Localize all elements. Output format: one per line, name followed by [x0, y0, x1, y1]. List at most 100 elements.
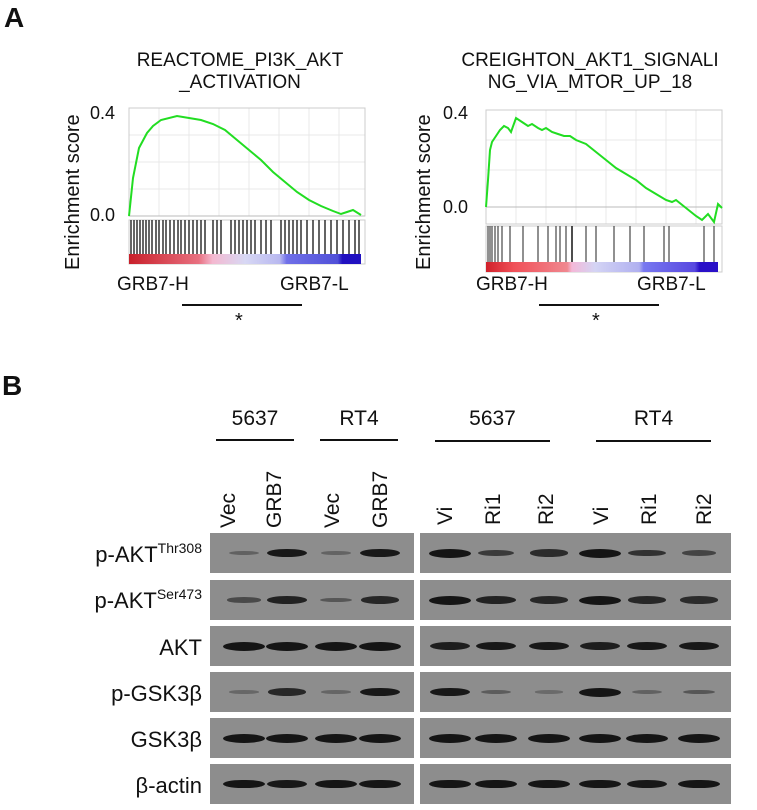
- lane-label: Vi: [434, 506, 457, 525]
- blot-band: [528, 779, 570, 789]
- blot-band: [678, 733, 720, 743]
- blot-band: [359, 548, 401, 558]
- blot-band: [626, 641, 668, 651]
- blot-band: [359, 733, 401, 743]
- blot-band: [321, 551, 351, 555]
- blot-band: [579, 595, 621, 605]
- blot-band: [321, 690, 351, 694]
- y-tick-0.0: 0.0: [443, 197, 469, 217]
- blot-band: [229, 690, 259, 694]
- blot-band: [478, 549, 514, 557]
- blot-band: [359, 687, 401, 697]
- lane-label: Ri1: [638, 493, 661, 525]
- lane-label: Ri2: [693, 493, 716, 525]
- blot-band: [266, 779, 308, 789]
- group-label-rt4-knockdown: RT4: [633, 407, 674, 430]
- significance-star: *: [235, 310, 243, 332]
- x-end-left-label: GRB7-H: [117, 274, 189, 295]
- lane-label: Vec: [217, 492, 240, 528]
- blot-band: [266, 733, 308, 743]
- gsea-plot-1: [128, 107, 366, 265]
- blot-band: [315, 779, 357, 789]
- group-label-5637-knockdown: 5637: [469, 407, 516, 430]
- significance-bar: [182, 304, 302, 306]
- blot-band: [528, 641, 570, 651]
- blot-band: [529, 596, 569, 604]
- gsea-plot-1-title: REACTOME_PI3K_AKT _ACTIVATION: [100, 50, 380, 94]
- gsea-plot-2-title: CREIGHTON_AKT1_SIGNALI NG_VIA_MTOR_UP_18: [440, 50, 740, 94]
- blot-band: [315, 641, 357, 651]
- blot-band: [429, 779, 471, 789]
- blot-band: [579, 779, 621, 789]
- blot-band: [680, 596, 718, 604]
- y-tick-0.4: 0.4: [443, 103, 469, 123]
- blot-band: [528, 733, 570, 743]
- significance-bar: [539, 304, 659, 306]
- blot-band: [627, 596, 667, 604]
- blot-band: [267, 596, 307, 604]
- group-label-rt4-overexpression: RT4: [339, 407, 379, 430]
- panel-b-letter: B: [2, 370, 23, 401]
- blot-band: [475, 779, 517, 789]
- lane-label: Ri1: [482, 493, 505, 525]
- blot-band: [267, 688, 307, 696]
- blot-band: [476, 596, 516, 604]
- title-line-1: CREIGHTON_AKT1_SIGNALI: [461, 50, 719, 71]
- lane-label: Ri2: [535, 493, 558, 525]
- title-line-2: _ACTIVATION: [179, 72, 301, 93]
- blot-band: [223, 641, 265, 651]
- blot-band: [266, 548, 308, 558]
- blot-band: [266, 641, 308, 651]
- blot-band: [475, 641, 517, 651]
- row-label-akt: AKT: [159, 635, 202, 660]
- blot-band: [626, 733, 668, 743]
- blot-band: [315, 733, 357, 743]
- blot-band: [429, 548, 471, 558]
- blot-band: [320, 597, 352, 603]
- y-axis-label: Enrichment score: [413, 114, 435, 270]
- blot-band: [628, 549, 666, 557]
- blot-band: [580, 641, 620, 651]
- lane-label: GRB7: [263, 470, 286, 528]
- significance-star: *: [592, 310, 600, 332]
- blot-band: [429, 733, 471, 743]
- group-underline: [435, 440, 550, 442]
- row-label-p-akt-thr308: p-AKTThr308: [95, 540, 202, 567]
- title-line-2: NG_VIA_MTOR_UP_18: [487, 72, 693, 93]
- blot-band: [579, 733, 621, 743]
- blot-band: [579, 687, 621, 697]
- group-label-5637-overexpression: 5637: [231, 407, 279, 430]
- x-end-right-label: GRB7-L: [280, 274, 349, 295]
- x-end-right-label: GRB7-L: [637, 274, 706, 295]
- y-tick-0.4: 0.4: [90, 103, 116, 123]
- blot-band: [681, 550, 717, 556]
- blot-band: [475, 733, 517, 743]
- group-underline: [320, 439, 398, 441]
- blot-band: [626, 779, 668, 789]
- blot-band: [429, 687, 471, 697]
- blot-band: [227, 597, 261, 603]
- blot-band: [228, 551, 260, 555]
- blot-band: [359, 641, 401, 651]
- blot-band: [223, 733, 265, 743]
- title-line-1: REACTOME_PI3K_AKT: [136, 50, 344, 71]
- blot-band: [530, 549, 568, 557]
- blot-band: [223, 779, 265, 789]
- blot-band: [429, 595, 471, 605]
- blot-band: [678, 641, 720, 651]
- group-underline: [596, 440, 711, 442]
- blot-band: [480, 689, 512, 695]
- blot-band: [534, 690, 564, 694]
- blot-band: [678, 779, 720, 789]
- gsea-plot-2: [485, 109, 723, 273]
- row-label-beta-actin: β-actin: [135, 773, 202, 798]
- row-label-p-akt-ser473: p-AKTSer473: [94, 586, 202, 613]
- blot-band: [631, 690, 663, 694]
- row-label-gsk3b: GSK3β: [130, 727, 202, 752]
- y-axis-label: Enrichment score: [62, 114, 84, 270]
- blot-strip: [420, 533, 731, 573]
- lane-label: GRB7: [369, 470, 392, 528]
- x-end-left-label: GRB7-H: [476, 274, 548, 295]
- blot-strip: [420, 580, 731, 620]
